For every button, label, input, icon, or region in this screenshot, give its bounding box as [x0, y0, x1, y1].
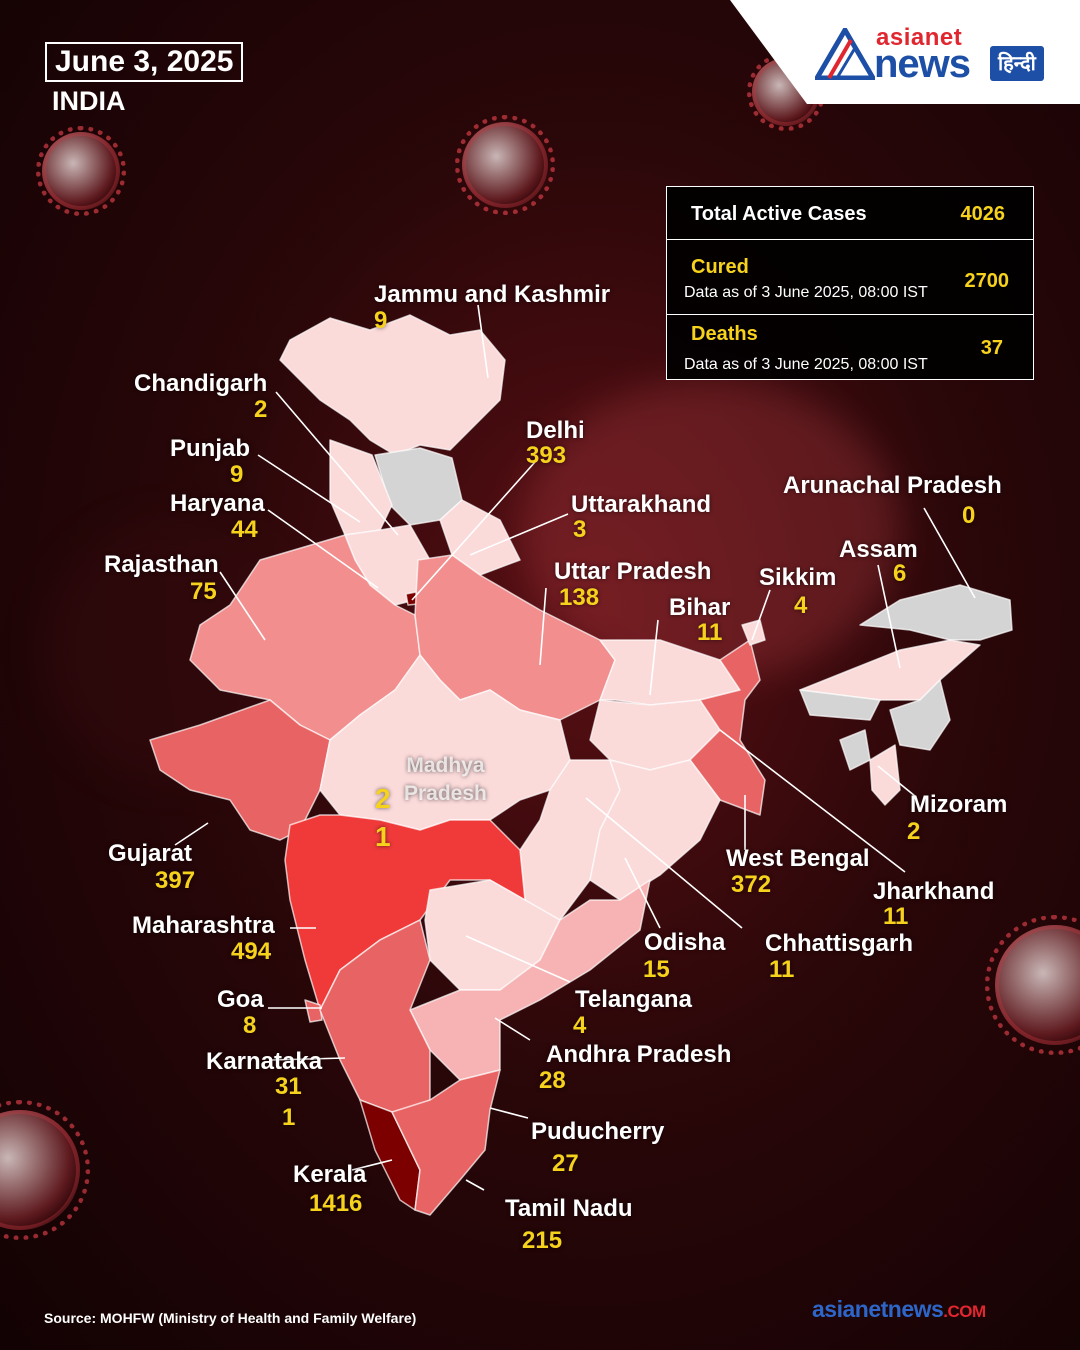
label-haryana: Haryana	[170, 490, 265, 517]
value-maharashtra: 494	[231, 938, 272, 965]
stat-deaths-row: Deaths Data as of 3 June 2025, 08:00 IST…	[667, 315, 1033, 379]
label-tamil-nadu: Tamil Nadu	[505, 1195, 633, 1222]
label-telangana: Telangana	[575, 986, 692, 1013]
deaths-note: Data as of 3 June 2025, 08:00 IST	[684, 356, 928, 373]
label-assam: Assam	[839, 536, 918, 563]
label-arunachal-pradesh: Arunachal Pradesh	[783, 472, 1002, 499]
value-mizoram: 2	[907, 818, 921, 845]
region-meghalaya	[799, 689, 881, 721]
value-puducherry: 27	[552, 1150, 579, 1177]
label-chhattisgarh: Chhattisgarh	[765, 930, 914, 957]
value-delhi: 393	[526, 442, 567, 469]
value-arunachal-pradesh: 0	[962, 502, 976, 529]
label-maharashtra: Maharashtra	[132, 912, 275, 939]
label-west-bengal: West Bengal	[726, 845, 870, 872]
label-uttarakhand: Uttarakhand	[571, 491, 712, 518]
region-tripura	[839, 729, 871, 771]
label-uttar-pradesh: Uttar Pradesh	[554, 558, 712, 585]
label-rajasthan: Rajasthan	[104, 551, 219, 578]
label-kerala: Kerala	[293, 1161, 367, 1188]
value-jammu-kashmir: 9	[374, 307, 388, 334]
region-karnataka	[319, 919, 431, 1116]
value-chandigarh: 2	[254, 396, 268, 423]
value-bihar: 11	[697, 619, 723, 646]
value-telangana: 4	[573, 1012, 587, 1039]
label-jharkhand: Jharkhand	[873, 878, 995, 905]
value-goa: 8	[243, 1012, 257, 1039]
value-uttar-pradesh: 138	[559, 584, 600, 611]
value-sikkim: 4	[794, 592, 808, 619]
asianet-logo-icon	[815, 28, 875, 80]
region-andhra	[409, 879, 651, 1081]
cured-label: Cured	[691, 256, 749, 278]
cured-note: Data as of 3 June 2025, 08:00 IST	[684, 284, 928, 301]
value-assam: 6	[893, 560, 907, 587]
virus-icon	[455, 115, 555, 215]
label-andhra-pradesh: Andhra Pradesh	[546, 1041, 732, 1068]
label-jammu-kashmir: Jammu and Kashmir	[374, 281, 611, 308]
value-odisha: 15	[643, 956, 670, 983]
value-jharkhand: 11	[883, 903, 909, 930]
source-note: Source: MOHFW (Ministry of Health and Fa…	[44, 1310, 417, 1326]
footer-brand-logo: asianetnews.COM	[812, 1296, 986, 1323]
deaths-value: 37	[980, 337, 1003, 359]
value-andhra-pradesh: 28	[539, 1067, 566, 1094]
virus-icon	[35, 125, 127, 217]
label-chandigarh: Chandigarh	[134, 370, 268, 397]
label-odisha: Odisha	[644, 929, 726, 956]
background-glow	[520, 380, 900, 680]
value-karnataka-b: 1	[282, 1104, 296, 1131]
deaths-label: Deaths	[691, 323, 758, 345]
label-goa: Goa	[217, 986, 264, 1013]
region-assam	[799, 639, 981, 701]
stats-panel: Total Active Cases 4026 Cured Data as of…	[666, 186, 1034, 380]
footer-brand-name: asianetnews	[812, 1296, 944, 1322]
logo-wordmark-asianet: asianet	[876, 24, 963, 51]
value-chhattisgarh: 11	[769, 956, 795, 983]
value-uttarakhand: 3	[573, 516, 587, 543]
region-goa	[304, 999, 323, 1023]
stat-cured-row: Cured Data as of 3 June 2025, 08:00 IST …	[667, 240, 1033, 315]
value-madhya-pradesh-a: 2	[375, 783, 391, 814]
label-mizoram: Mizoram	[910, 791, 1008, 818]
region-odisha	[589, 759, 721, 901]
region-jammu-kashmir	[279, 314, 506, 456]
value-karnataka-a: 31	[275, 1073, 302, 1100]
label-delhi: Delhi	[526, 417, 585, 444]
region-mizoram	[869, 744, 901, 806]
total-active-label: Total Active Cases	[691, 203, 867, 225]
date-label: June 3, 2025	[45, 42, 244, 82]
value-gujarat: 397	[155, 867, 196, 894]
stat-total-row: Total Active Cases 4026	[667, 187, 1033, 240]
value-punjab: 9	[230, 461, 244, 488]
label-puducherry: Puducherry	[531, 1118, 665, 1145]
virus-icon	[985, 915, 1080, 1055]
footer-brand-tld: .COM	[943, 1302, 986, 1321]
value-tamil-nadu: 215	[522, 1227, 563, 1254]
cured-value: 2700	[964, 270, 1010, 292]
region-tamil-nadu	[391, 1069, 501, 1216]
label-sikkim: Sikkim	[759, 564, 837, 591]
logo-hindi-badge: हिन्दी	[990, 46, 1044, 81]
label-karnataka: Karnataka	[206, 1048, 323, 1075]
logo-wordmark-news: news	[874, 42, 971, 86]
label-punjab: Punjab	[170, 435, 251, 462]
region-northeast-east	[889, 679, 951, 751]
total-active-value: 4026	[960, 203, 1006, 225]
region-arunachal	[859, 584, 1013, 641]
label-madhya-pradesh: Madhya Pradesh	[404, 754, 487, 805]
value-haryana: 44	[231, 516, 258, 543]
country-label: INDIA	[52, 86, 126, 116]
value-kerala: 1416	[309, 1190, 363, 1217]
value-west-bengal: 372	[731, 871, 772, 898]
label-bihar: Bihar	[669, 594, 731, 621]
value-rajasthan: 75	[190, 578, 217, 605]
region-west-bengal	[689, 639, 766, 816]
label-gujarat: Gujarat	[108, 840, 193, 867]
value-madhya-pradesh-b: 1	[375, 821, 391, 852]
region-sikkim	[741, 619, 766, 646]
